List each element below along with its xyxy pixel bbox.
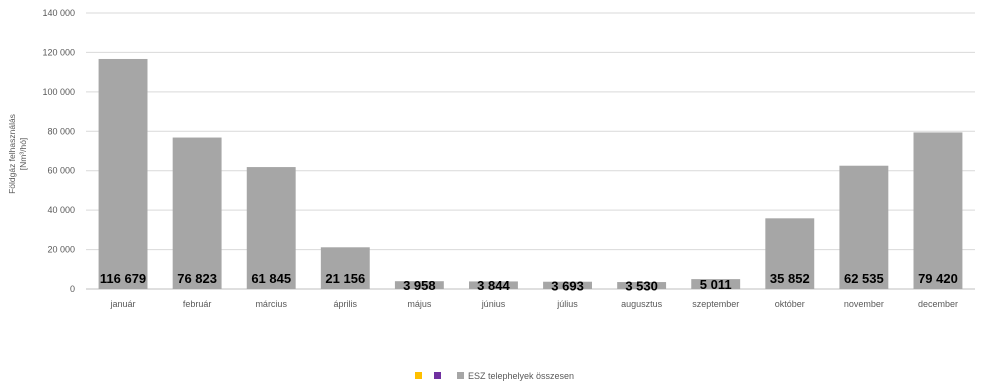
y-axis-title: Földgáz felhasználás [Nm³/hó] — [7, 114, 28, 194]
x-axis-categories: január február március április május június jú… — [110, 299, 958, 309]
y-axis-title-line1: Földgáz felhasználás — [7, 114, 17, 194]
y-tick-label: 140 000 — [42, 8, 75, 18]
data-label: 116 679 — [100, 271, 146, 286]
data-label: 3 844 — [477, 278, 510, 293]
x-tick-label: október — [775, 299, 805, 309]
legend: ESZ telephelyek összesen — [415, 371, 574, 381]
data-label: 3 693 — [551, 278, 584, 293]
bar — [172, 137, 222, 289]
x-tick-label: augusztus — [621, 299, 663, 309]
legend-swatch — [415, 372, 422, 379]
data-label: 62 535 — [844, 271, 884, 286]
bar — [469, 281, 518, 289]
x-tick-label: március — [255, 299, 287, 309]
data-label: 79 420 — [918, 271, 958, 286]
y-tick-label: 80 000 — [47, 126, 75, 136]
bar — [246, 167, 296, 289]
bar — [913, 132, 963, 289]
data-label: 21 156 — [325, 271, 365, 286]
y-tick-label: 40 000 — [47, 205, 75, 215]
x-tick-label: november — [844, 299, 884, 309]
x-tick-label: június — [481, 299, 506, 309]
x-tick-label: február — [183, 299, 212, 309]
y-axis-title-line2: [Nm³/hó] — [18, 138, 28, 171]
bar — [765, 218, 815, 289]
data-labels: 116 679 76 823 61 845 21 156 3 958 3 844 3 693… — [100, 271, 958, 294]
data-label: 76 823 — [177, 271, 217, 286]
y-tick-label: 100 000 — [42, 87, 75, 97]
bar — [839, 165, 889, 289]
legend-swatch — [434, 372, 441, 379]
x-tick-label: július — [556, 299, 578, 309]
data-label: 5 011 — [700, 277, 732, 292]
data-label: 35 852 — [770, 271, 810, 286]
bar — [394, 281, 444, 289]
x-tick-label: december — [918, 299, 958, 309]
legend-swatch — [457, 372, 464, 379]
x-tick-label: május — [407, 299, 432, 309]
bars — [98, 58, 963, 290]
bar — [320, 247, 370, 289]
gridlines — [86, 12, 975, 290]
y-tick-label: 20 000 — [47, 245, 75, 255]
x-tick-label: szeptember — [692, 299, 739, 309]
legend-label: ESZ telephelyek összesen — [468, 371, 574, 381]
data-label: 3 530 — [625, 279, 658, 294]
bar — [617, 282, 667, 289]
data-label: 61 845 — [251, 271, 291, 286]
data-label: 3 958 — [403, 278, 436, 293]
y-axis-ticks: 0 20 000 40 000 60 000 80 000 100 000 120 000 1… — [42, 8, 75, 294]
bar — [98, 58, 148, 290]
x-tick-label: április — [334, 299, 358, 309]
y-tick-label: 0 — [70, 284, 75, 294]
y-tick-label: 60 000 — [47, 166, 75, 176]
bar — [691, 279, 741, 289]
x-tick-label: január — [110, 299, 136, 309]
bar — [543, 281, 592, 289]
y-tick-label: 120 000 — [42, 47, 75, 57]
